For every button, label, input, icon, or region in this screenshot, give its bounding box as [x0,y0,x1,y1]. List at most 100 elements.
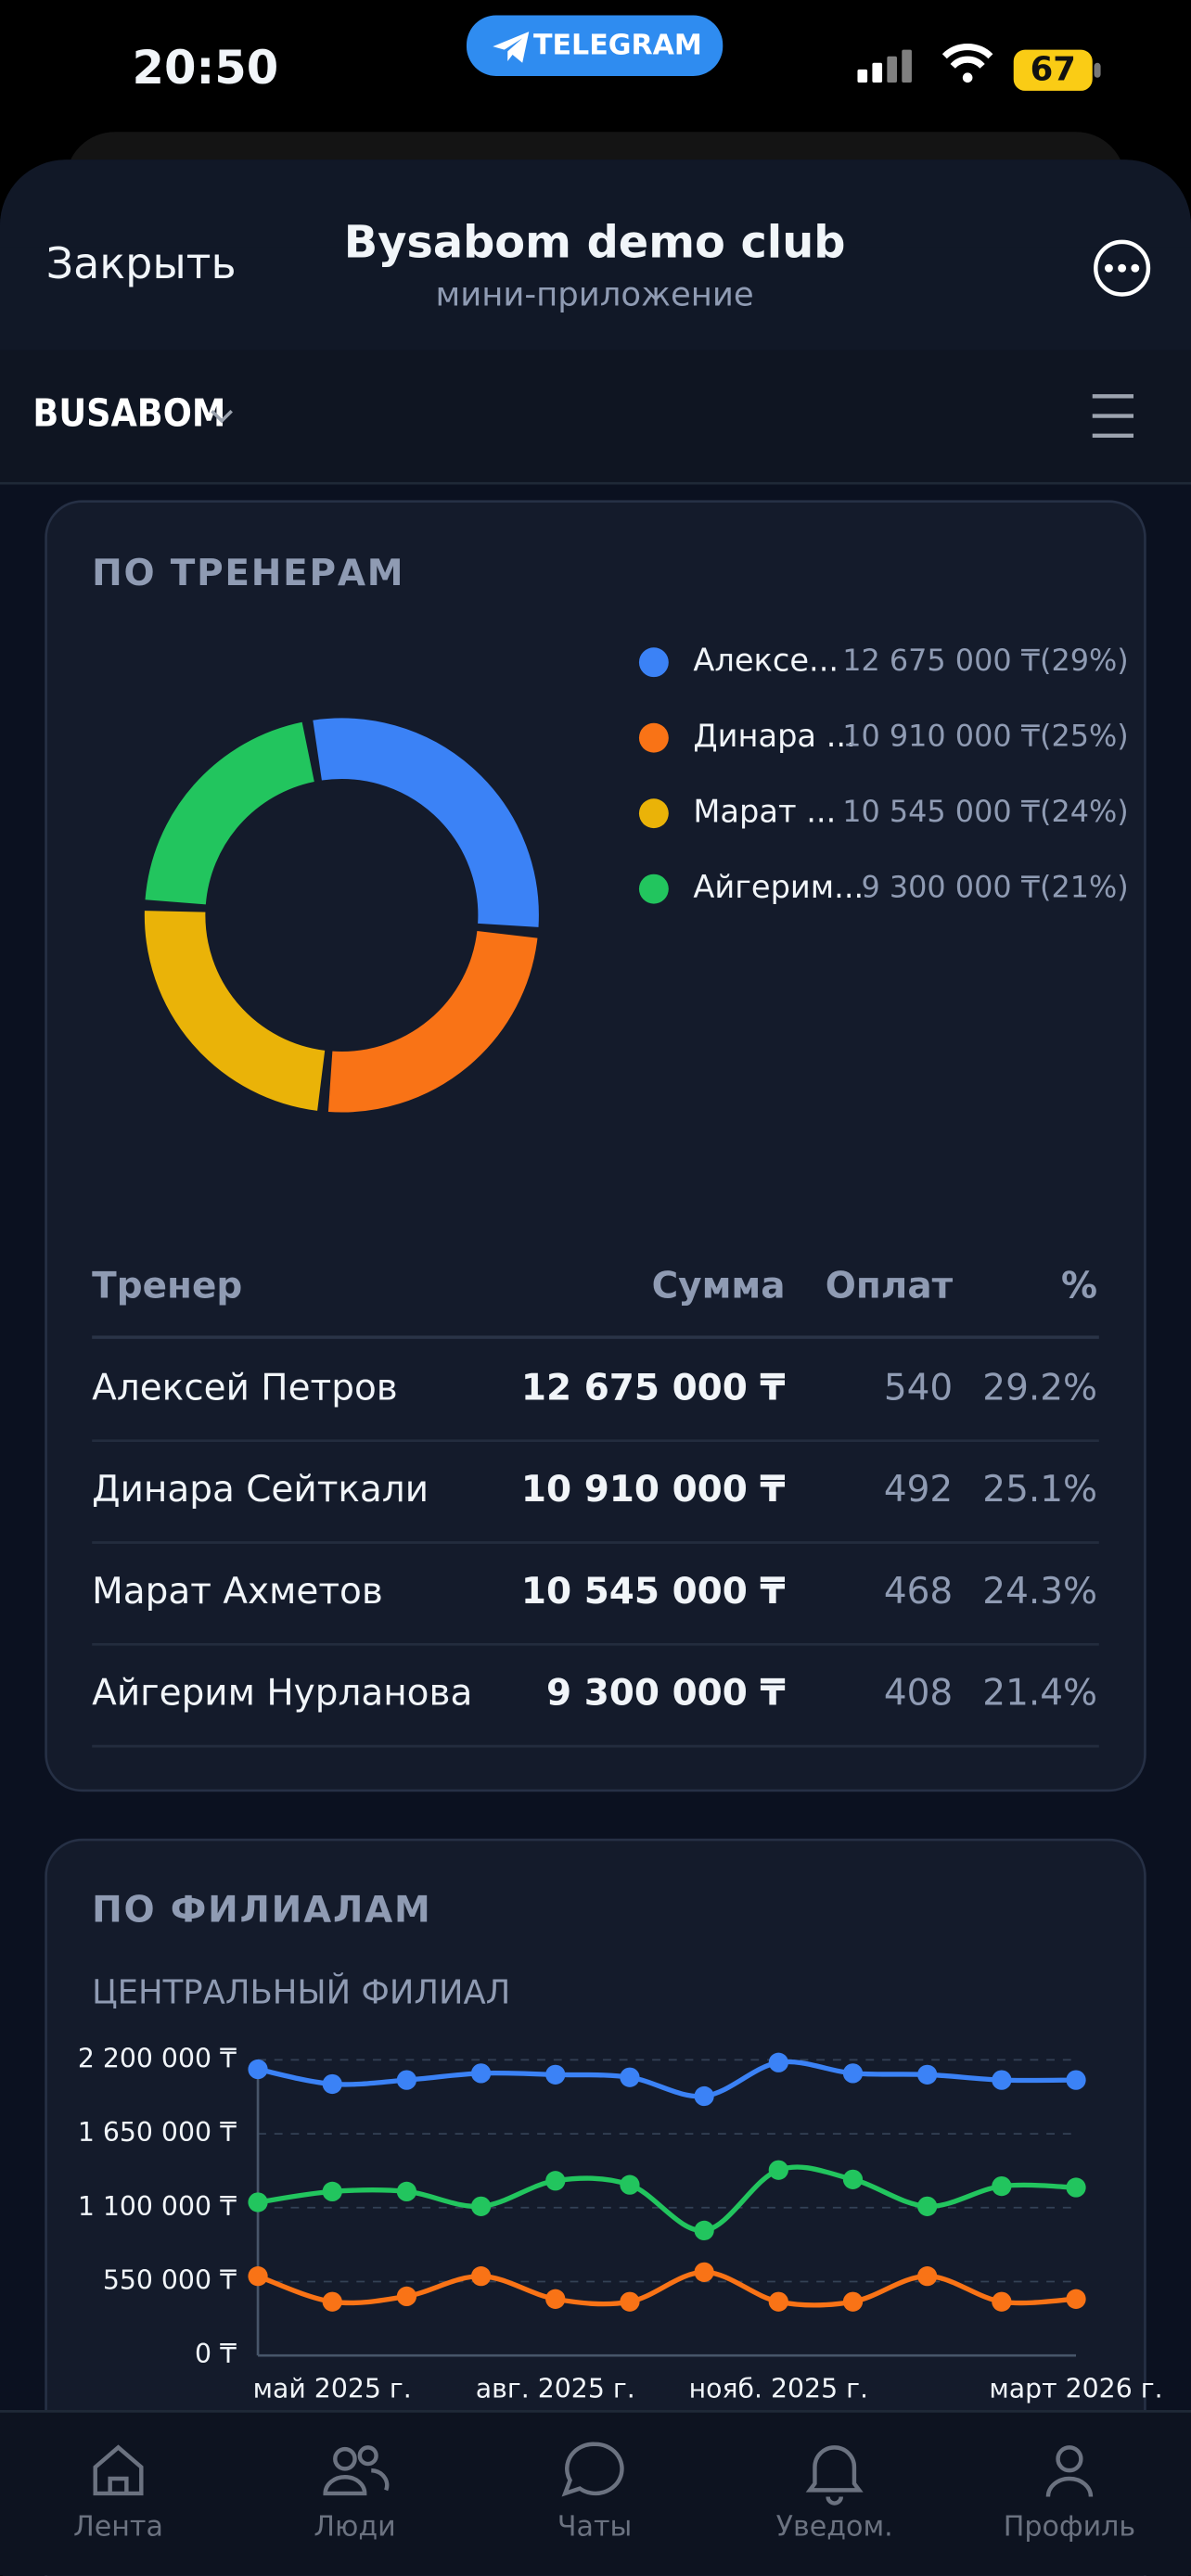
branches-title: ПО ФИЛИАЛАМ [92,1889,431,1931]
nav-icons [93,2442,1094,2506]
table-cell: 408 [884,1673,953,1715]
table-cell: 10 545 000 ₸ [521,1571,786,1613]
status-time: 20:50 [132,41,278,95]
brand-chevron [211,410,233,424]
table-cell: Динара Сейткали [92,1469,429,1511]
point [992,2291,1012,2312]
table-cell: 9 300 000 ₸ [546,1673,786,1715]
point [322,2181,342,2202]
y-tick-label: 1 100 000 ₸ [78,2191,237,2222]
point [917,2266,938,2287]
legend-dot [638,647,669,678]
point [470,2196,492,2216]
more-button[interactable] [1094,239,1151,297]
point [917,2064,938,2085]
point [470,2266,492,2287]
point [322,2291,342,2312]
legend-name: Айгерим... [693,869,864,905]
donut-segment [327,930,538,1113]
point [694,2262,714,2282]
nav-label[interactable]: Лента [73,2511,163,2544]
telegram-pill[interactable] [466,15,724,76]
legend-name: Марат ... [693,794,836,830]
y-tick-label: 2 200 000 ₸ [78,2043,237,2073]
legend-value: 10 545 000 ₸(24%) [842,794,1128,829]
point [248,2266,268,2287]
header-subtitle: мини-приложение [436,275,754,313]
nav-label[interactable]: Люди [314,2511,395,2544]
point [620,2291,640,2312]
point [322,2073,342,2095]
telegram-label: TELEGRAM [533,30,702,62]
point [470,2063,492,2084]
point [1066,2289,1086,2309]
branches-subtitle: ЦЕНТРАЛЬНЫЙ ФИЛИАЛ [92,1973,510,2012]
table-cell: 12 675 000 ₸ [521,1367,786,1409]
more-dots [1105,263,1140,273]
table-cell: 24.3% [982,1571,1097,1613]
point [545,2064,566,2085]
table-cell: 492 [884,1469,953,1511]
table-cell: 21.4% [982,1673,1097,1715]
wifi-dot [962,72,973,83]
battery-level: 67 [1031,51,1076,89]
point [992,2070,1012,2090]
legend-name: Динара ... [693,718,855,754]
point [842,2291,864,2312]
legend-dot [638,798,669,829]
table-cell: Марат Ахметов [92,1571,383,1613]
battery-tip [1094,62,1101,78]
menu-button[interactable] [1092,394,1134,439]
point [694,2085,714,2107]
point [396,2286,417,2307]
x-tick-label: авг. 2025 г. [476,2373,635,2404]
point [620,2174,640,2195]
table-cell: 29.2% [982,1367,1097,1409]
point [545,2171,566,2191]
legend-dot [638,722,669,753]
trainers-card [45,500,1146,1792]
nav-label[interactable]: Профиль [1004,2511,1135,2544]
table-header: % [1061,1266,1097,1307]
x-tick-label: нояб. 2025 г. [689,2373,868,2404]
telegram-icon [493,32,530,63]
point [992,2175,1012,2197]
point [768,2160,788,2180]
legend-dot [638,874,669,904]
nav-label[interactable]: Уведом. [776,2511,893,2544]
trainers-title: ПО ТРЕНЕРАМ [92,553,404,594]
donut-segment [145,721,315,906]
y-tick-label: 550 000 ₸ [103,2264,237,2295]
point [1066,2070,1086,2090]
branches-card [45,1838,1146,2576]
table-cell: 25.1% [982,1469,1097,1511]
donut-segment [313,718,539,927]
x-tick-label: май 2025 г. [253,2373,412,2404]
close-button[interactable]: Закрыть [46,238,237,288]
table-cell: Алексей Петров [92,1367,398,1409]
toolbar [0,350,1191,484]
point [1066,2177,1086,2198]
table-cell: 540 [884,1367,953,1409]
battery [1013,49,1093,91]
point [248,2192,268,2213]
y-tick-label: 0 ₸ [195,2339,237,2369]
header-title: Bysabom demo club [344,217,846,268]
point [842,2063,864,2084]
point [248,2059,268,2080]
x-tick-label: март 2026 г. [989,2373,1162,2404]
brand[interactable]: BUSABOM [32,391,225,436]
point [620,2067,640,2087]
legend-value: 10 910 000 ₸(25%) [842,719,1128,754]
table-header: Сумма [652,1266,786,1307]
donut-segment [144,911,326,1111]
header-bg-bottom [0,247,1191,351]
point [545,2289,566,2309]
point [768,2291,788,2312]
table-header: Тренер [92,1266,242,1307]
point [842,2169,864,2189]
point [396,2181,417,2202]
point [396,2070,417,2090]
nav-label[interactable]: Чаты [557,2511,632,2544]
